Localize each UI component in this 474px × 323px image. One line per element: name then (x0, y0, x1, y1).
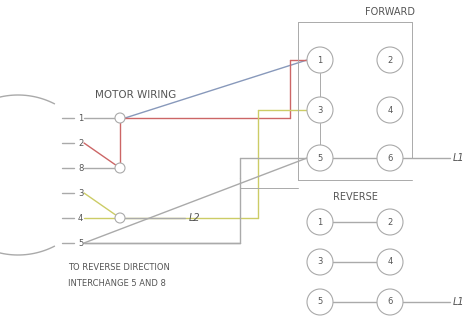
Text: 1: 1 (78, 113, 83, 122)
Text: 8: 8 (78, 163, 83, 172)
Circle shape (115, 113, 125, 123)
Circle shape (115, 213, 125, 223)
Circle shape (377, 249, 403, 275)
Text: 2: 2 (387, 217, 392, 226)
Text: 6: 6 (387, 297, 392, 307)
Text: 6: 6 (387, 153, 392, 162)
Text: 5: 5 (318, 297, 323, 307)
Text: 5: 5 (78, 238, 83, 247)
Circle shape (377, 209, 403, 235)
Text: 2: 2 (78, 139, 83, 148)
Circle shape (377, 97, 403, 123)
Text: 4: 4 (78, 214, 83, 223)
Text: L1: L1 (453, 297, 465, 307)
Circle shape (377, 145, 403, 171)
Circle shape (307, 97, 333, 123)
Circle shape (307, 47, 333, 73)
Circle shape (307, 209, 333, 235)
Text: L2: L2 (189, 213, 201, 223)
Text: 3: 3 (317, 257, 323, 266)
Circle shape (307, 249, 333, 275)
Circle shape (307, 289, 333, 315)
Text: 4: 4 (387, 257, 392, 266)
Text: 3: 3 (78, 189, 83, 197)
Text: 4: 4 (387, 106, 392, 114)
Text: 1: 1 (318, 56, 323, 65)
Text: 1: 1 (318, 217, 323, 226)
Circle shape (307, 145, 333, 171)
Circle shape (377, 47, 403, 73)
Text: MOTOR WIRING: MOTOR WIRING (95, 90, 176, 100)
Text: 3: 3 (317, 106, 323, 114)
Text: REVERSE: REVERSE (333, 192, 377, 202)
Text: INTERCHANGE 5 AND 8: INTERCHANGE 5 AND 8 (68, 278, 166, 287)
Text: TO REVERSE DIRECTION: TO REVERSE DIRECTION (68, 264, 170, 273)
Circle shape (377, 289, 403, 315)
Text: 5: 5 (318, 153, 323, 162)
Circle shape (115, 163, 125, 173)
Text: 2: 2 (387, 56, 392, 65)
Text: FORWARD: FORWARD (365, 7, 415, 17)
Text: L1: L1 (453, 153, 465, 163)
